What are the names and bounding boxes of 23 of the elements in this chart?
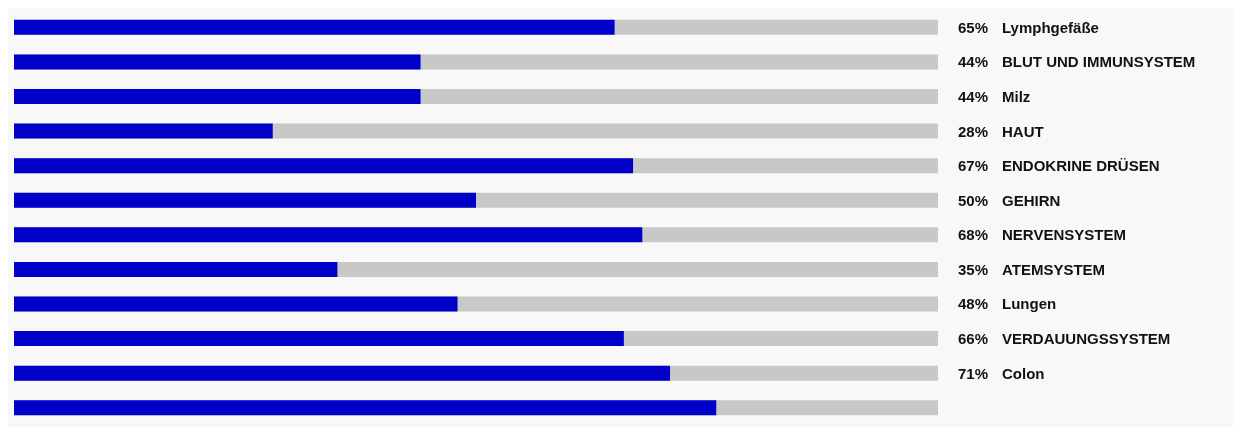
y-tick-label: Milz xyxy=(1002,87,1031,105)
y-tick-label: ENDOKRINE DRÜSEN xyxy=(1002,157,1160,175)
y-tick-label: HAUT xyxy=(1002,122,1044,140)
data-label: 67% xyxy=(958,157,989,175)
y-tick-label: Lymphgefäße xyxy=(1002,18,1099,36)
data-label: 44% xyxy=(958,53,989,71)
data-label: 66% xyxy=(958,330,989,348)
bar xyxy=(14,123,273,139)
y-tick-label: BLUT UND IMMUNSYSTEM xyxy=(1002,53,1196,71)
data-label: 28% xyxy=(958,122,989,140)
y-tick-label: ATEMSYSTEM xyxy=(1002,260,1106,278)
data-label: 65% xyxy=(958,18,989,36)
data-label: 35% xyxy=(958,260,989,278)
data-label: 48% xyxy=(958,295,989,313)
y-tick-label: Colon xyxy=(1002,364,1045,382)
data-label: 44% xyxy=(958,87,989,105)
y-tick-label: GEHIRN xyxy=(1002,191,1061,209)
data-label: 68% xyxy=(958,226,989,244)
y-tick-label: Lungen xyxy=(1002,295,1057,313)
y-tick-label: NERVENSYSTEM xyxy=(1002,226,1126,244)
data-label: 71% xyxy=(958,364,989,382)
data-label: 50% xyxy=(958,191,989,209)
y-tick-label: VERDAUUNGSSYSTEM xyxy=(1002,330,1171,348)
